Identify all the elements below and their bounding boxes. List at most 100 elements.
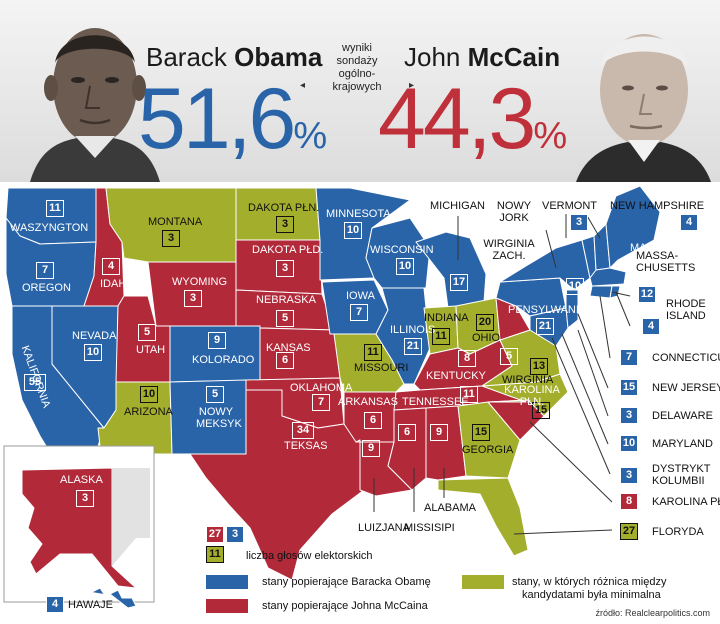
state-newjersey [565, 289, 579, 329]
votes-wyoming: 3 [184, 290, 202, 307]
votes-alabama: 9 [430, 424, 448, 441]
votes-sc: 8 [620, 493, 638, 510]
votes-tennessee: 11 [460, 386, 478, 403]
votes-ohio: 20 [476, 314, 494, 331]
label-wv: WIRGINIA ZACH. [483, 238, 535, 262]
votes-utah: 5 [138, 324, 156, 341]
votes-kansas: 6 [276, 352, 294, 369]
votes-california: 55 [24, 374, 46, 391]
votes-ri: 4 [642, 318, 660, 335]
label-texas: TEKSAS [284, 440, 328, 452]
votes-dc: 3 [620, 466, 638, 484]
label-indiana: INDIANA [424, 312, 469, 324]
label-ohio: OHIO [472, 332, 501, 344]
legend-swatch-mccain [206, 599, 248, 613]
label-massachusetts: MASSA- CHUSETTS [636, 250, 696, 274]
label-washington: WASZYNGTON [10, 222, 89, 234]
label-montana: MONTANA [148, 216, 203, 228]
votes-washington: 11 [46, 200, 64, 217]
votes-minnesota: 10 [344, 222, 362, 239]
mccain-name: John McCain [404, 42, 561, 72]
state-connecticut [589, 285, 613, 299]
votes-newjersey: 15 [620, 379, 638, 396]
label-wyoming: WYOMING [172, 276, 227, 288]
legend-swatch-obama [206, 575, 248, 589]
label-nc: KAROLINA PŁN. [504, 384, 560, 408]
canada-strip [112, 468, 150, 566]
mccain-percentage: 44,3% [378, 71, 568, 167]
state-kansas [259, 327, 341, 381]
side-delaware: 3 DELAWARE [620, 407, 713, 424]
label-nevada: NEVADA [72, 330, 117, 342]
votes-indiana: 11 [432, 328, 450, 345]
label-kentucky: KENTUCKY [426, 370, 486, 382]
votes-pennsylvania: 21 [536, 318, 554, 335]
legend-swatch-close [462, 575, 504, 589]
label-nh: NEW HAMPSHIRE [610, 200, 705, 212]
votes-sd: 3 [276, 260, 294, 277]
votes-nebraska: 5 [276, 310, 294, 327]
label-georgia: GEORGIA [462, 444, 514, 456]
votes-illinois: 21 [404, 338, 422, 355]
label-hawaii: HAWAJE [68, 599, 114, 611]
label-pennsylvania: PENSYLWANIA [508, 304, 587, 316]
votes-hawaii: 4 [46, 596, 64, 613]
label-minnesota: MINNESOTA [326, 208, 391, 220]
poll-note-arrows: ◂ ▸ [300, 80, 414, 91]
label-iowa: IOWA [346, 290, 375, 302]
label-maryland: MARYLAND [652, 437, 713, 450]
votes-missouri: 11 [364, 344, 382, 361]
obama-portrait [30, 28, 160, 182]
state-maine [605, 185, 661, 269]
label-tennessee: TENNESSEE [402, 396, 469, 408]
votes-newyork: 10 [566, 278, 584, 295]
votes-nc: 15 [532, 402, 550, 419]
label-alaska: ALASKA [60, 474, 103, 486]
state-maryland [529, 307, 569, 347]
votes-florida: 27 [620, 523, 638, 540]
state-florida [437, 477, 529, 557]
label-michigan: MICHIGAN [430, 200, 485, 212]
votes-kentucky: 8 [458, 350, 476, 367]
state-massachusetts [589, 267, 627, 287]
us-electoral-map: 11 WASZYNGTON 7 OREGON KALIFORNIA 55 NEV… [0, 178, 720, 624]
side-florida: 27 FLORYDA [620, 523, 704, 540]
votes-texas: 34 [292, 422, 314, 439]
label-delaware: DELAWARE [652, 409, 713, 422]
mccain-portrait [576, 34, 711, 182]
label-sc: KAROLINA PŁD. [652, 495, 720, 508]
legend-sample-blue: 3 [226, 526, 244, 543]
votes-montana: 3 [162, 230, 180, 247]
label-newjersey: NEW JERSEY [652, 381, 720, 394]
label-louisiana: LUIZJANA [358, 522, 410, 534]
legend-sample-red: 27 [206, 526, 224, 543]
votes-michigan: 17 [450, 274, 468, 291]
votes-wv: 5 [500, 348, 518, 365]
legend-votes-label: liczba głosów elektorskich [246, 550, 373, 562]
votes-oklahoma: 7 [312, 394, 330, 411]
side-maryland: 10 MARYLAND [620, 435, 713, 452]
votes-mississippi: 6 [398, 424, 416, 441]
side-connecticut: 7 CONNECTICUT [620, 349, 720, 366]
poll-note: wyniki sondaży ogólno- krajowych [332, 42, 382, 93]
label-nd: DAKOTA PŁN. [248, 202, 320, 214]
legend-mccain-label: stany popierające Johna McCaina [262, 600, 428, 612]
votes-connecticut: 7 [620, 349, 638, 366]
state-michigan [415, 231, 487, 309]
label-oregon: OREGON [22, 282, 71, 294]
obama-percentage: 51,6% [138, 71, 328, 167]
votes-virginia: 13 [530, 358, 548, 375]
side-sc: 8 KAROLINA PŁD. [620, 493, 720, 510]
header-banner: Barack Obama 51,6% wyniki sondaży ogólno… [0, 0, 720, 182]
votes-newmexico: 5 [206, 386, 224, 403]
side-newjersey: 15 NEW JERSEY [620, 379, 720, 396]
votes-delaware: 3 [620, 407, 638, 424]
label-virginia: WIRGINIA [502, 374, 554, 386]
source-note: źródło: Realclearpolitics.com [595, 608, 710, 618]
label-dc: DYSTRYKT KOLUMBII [652, 463, 711, 487]
votes-louisiana: 9 [362, 440, 380, 457]
votes-idaho: 4 [102, 258, 120, 275]
label-connecticut: CONNECTICUT [652, 351, 720, 364]
votes-iowa: 7 [350, 304, 368, 321]
side-massachusetts: MASSA- CHUSETTS [636, 250, 695, 274]
